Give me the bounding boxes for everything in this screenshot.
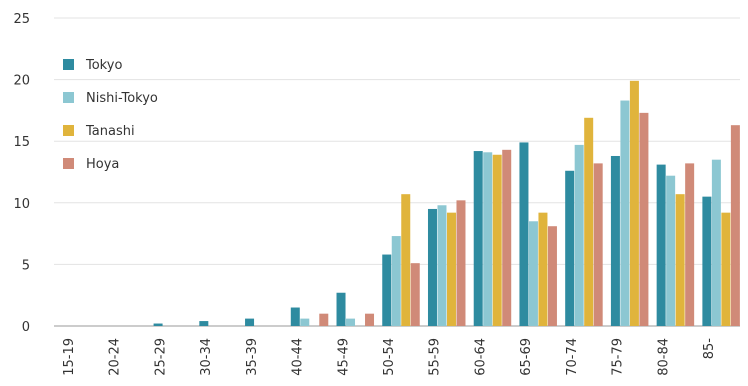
bar-tanashi-75-79 [629,80,639,326]
bar-tokyo-65-69 [519,142,529,326]
bar-nishi-tokyo-60-64 [483,152,493,326]
bar-tokyo-30-34 [199,321,209,326]
bar-tokyo-80-84 [656,164,666,326]
bar-tokyo-55-59 [427,208,437,326]
bar-hoya-80-84 [685,163,695,326]
y-tick-label: 5 [22,258,30,273]
x-tick-label: 30-34 [199,338,214,376]
bar-hoya-70-74 [593,163,603,326]
bar-tanashi-70-74 [584,117,594,327]
bar-nishi-tokyo-70-74 [574,144,584,326]
bar-tanashi-85- [721,212,731,326]
legend-label: Tokyo [85,58,122,73]
x-tick-label: 15-19 [62,338,77,376]
x-tick-label: 20-24 [108,338,123,376]
bar-hoya-50-54 [410,263,420,326]
bar-hoya-75-79 [639,112,649,326]
bar-hoya-45-49 [365,313,375,326]
y-tick-label: 0 [22,320,30,335]
legend-label: Tanashi [85,124,135,139]
bar-tanashi-55-59 [446,212,456,326]
x-tick-label: 80-84 [656,338,671,376]
x-tick-label: 55-59 [428,338,443,376]
bar-nishi-tokyo-75-79 [620,100,630,326]
bar-nishi-tokyo-45-49 [346,318,356,326]
bar-tokyo-40-44 [290,307,300,326]
bar-hoya-60-64 [502,149,512,326]
bar-hoya-65-69 [547,226,557,326]
x-axis-tick-labels: 15-19 20-24 25-29 30-34 35-39 40-44 45-49 50-54… [62,338,717,376]
y-tick-label: 25 [13,12,30,27]
x-tick-label: 60-64 [473,338,488,376]
bar-nishi-tokyo-55-59 [437,205,447,326]
x-tick-label: 40-44 [291,338,306,376]
x-tick-label: 25-29 [153,338,168,376]
bar-nishi-tokyo-50-54 [391,236,401,326]
y-tick-label: 20 [13,74,30,89]
bar-hoya-40-44 [319,313,329,326]
bar-tanashi-80-84 [675,194,685,326]
legend-swatch [63,158,74,169]
bar-tokyo-75-79 [610,155,620,326]
bar-tokyo-60-64 [473,151,483,326]
bar-tokyo-70-74 [565,170,575,326]
bar-hoya-55-59 [456,200,466,326]
legend-swatch [63,59,74,70]
x-tick-label: 35-39 [245,338,260,376]
bar-tanashi-60-64 [492,154,502,326]
legend-swatch [63,125,74,136]
x-tick-label: 45-49 [336,338,351,376]
legend-label: Nishi-Tokyo [86,91,158,106]
x-tick-label: 70-74 [565,338,580,376]
bar-tokyo-35-39 [245,318,255,326]
bar-tanashi-50-54 [401,194,411,326]
bars [153,80,740,327]
bar-nishi-tokyo-40-44 [300,318,310,326]
legend-label: Hoya [86,157,119,172]
bar-nishi-tokyo-65-69 [528,221,538,326]
legend-swatch [63,92,74,103]
bar-tokyo-45-49 [336,292,346,326]
bar-nishi-tokyo-80-84 [666,175,676,326]
x-tick-label: 85- [702,338,717,360]
y-axis-tick-labels: 0 5 10 15 20 25 [13,12,30,335]
y-tick-label: 15 [13,135,30,150]
bar-hoya-85- [730,125,740,327]
bar-nishi-tokyo-85- [711,159,721,326]
bar-tanashi-65-69 [538,212,548,326]
legend: Tokyo Nishi-Tokyo Tanashi Hoya [63,58,158,172]
bar-tokyo-25-29 [153,323,163,326]
x-tick-label: 75-79 [611,338,626,376]
y-tick-label: 10 [13,197,30,212]
bar-tokyo-50-54 [382,254,392,326]
bar-tokyo-85- [702,196,712,326]
x-tick-label: 65-69 [519,338,534,376]
x-tick-label: 50-54 [382,338,397,376]
